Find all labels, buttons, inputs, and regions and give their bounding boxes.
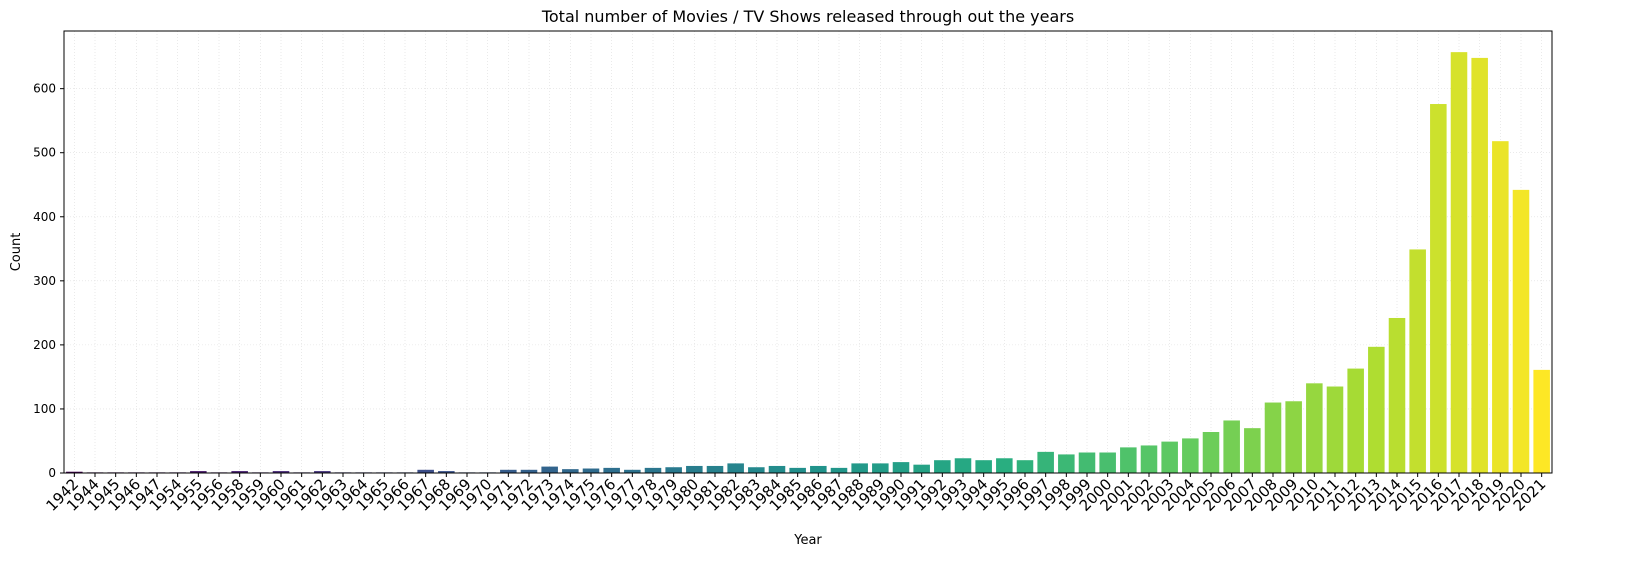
y-tick-label: 500 (33, 146, 56, 160)
y-tick-label: 300 (33, 274, 56, 288)
bar-1942 (66, 471, 83, 473)
bar-1974 (562, 469, 579, 473)
grid (64, 31, 1552, 474)
bar-2010 (1306, 383, 1323, 473)
bar-1983 (748, 467, 765, 473)
bar-1979 (665, 467, 682, 473)
bar-1985 (789, 467, 806, 473)
bar-1995 (996, 458, 1013, 473)
bar-1980 (686, 465, 703, 473)
bar-2012 (1347, 368, 1364, 473)
bar-1984 (768, 465, 786, 473)
chart-title: Total number of Movies / TV Shows releas… (541, 7, 1074, 26)
bar-1982 (727, 463, 744, 473)
y-axis-ticks: 0 100 200 300 400 500 600 (33, 82, 64, 480)
bar-2017 (1450, 52, 1468, 473)
bar-1996 (1016, 460, 1034, 473)
y-tick-label: 600 (33, 82, 56, 96)
y-tick-label: 400 (33, 210, 56, 224)
bar-1973 (541, 466, 558, 473)
x-axis-label: Year (793, 533, 822, 548)
bar-1998 (1058, 454, 1075, 473)
bar-1988 (851, 463, 868, 473)
bar-2002 (1140, 445, 1158, 473)
bar-1993 (954, 458, 972, 473)
bar-2020 (1512, 189, 1530, 473)
bar-2003 (1161, 441, 1178, 473)
bar-2009 (1285, 401, 1302, 473)
y-tick-label: 100 (33, 402, 56, 416)
bar-1972 (520, 469, 538, 473)
y-tick-label: 0 (48, 466, 56, 480)
bar-1999 (1078, 452, 1096, 473)
bar-1971 (500, 469, 517, 473)
bar-2001 (1120, 447, 1137, 473)
bar-1981 (706, 465, 724, 473)
bar-2019 (1492, 141, 1509, 474)
bar-2006 (1223, 420, 1240, 473)
bar-1991 (913, 464, 930, 473)
x-axis-ticks: 1942194419451946194719541955195619581959… (42, 473, 1549, 515)
bar-2021 (1533, 369, 1550, 473)
bar-1978 (644, 467, 662, 473)
bar-2015 (1409, 249, 1426, 473)
bar-2018 (1471, 57, 1488, 473)
y-axis-label: Count (9, 233, 24, 272)
bar-1960 (272, 471, 290, 473)
bar-1986 (810, 465, 827, 473)
bar-2016 (1430, 104, 1447, 473)
bar-2008 (1264, 402, 1282, 473)
bar-1955 (190, 471, 207, 473)
bar-2000 (1099, 452, 1116, 473)
bar-1975 (582, 468, 600, 473)
bars (66, 52, 1550, 474)
bar-1989 (872, 463, 889, 473)
bar-1967 (417, 469, 434, 473)
bar-2014 (1388, 317, 1406, 473)
bar-1992 (934, 460, 951, 473)
bar-1958 (231, 471, 248, 473)
bar-1987 (830, 467, 848, 473)
bar-1962 (314, 471, 331, 473)
bar-2011 (1326, 386, 1344, 473)
bar-2005 (1202, 432, 1220, 473)
bar-2007 (1244, 428, 1261, 473)
y-tick-label: 200 (33, 338, 56, 352)
bar-2013 (1368, 346, 1385, 473)
plot-frame (63, 30, 1553, 474)
bar-1977 (624, 469, 641, 473)
bar-2004 (1182, 438, 1199, 473)
bar-1968 (438, 471, 455, 473)
bar-1990 (892, 462, 910, 473)
bar-1994 (975, 460, 992, 473)
bar-1997 (1037, 451, 1054, 473)
bar-1976 (603, 467, 620, 473)
